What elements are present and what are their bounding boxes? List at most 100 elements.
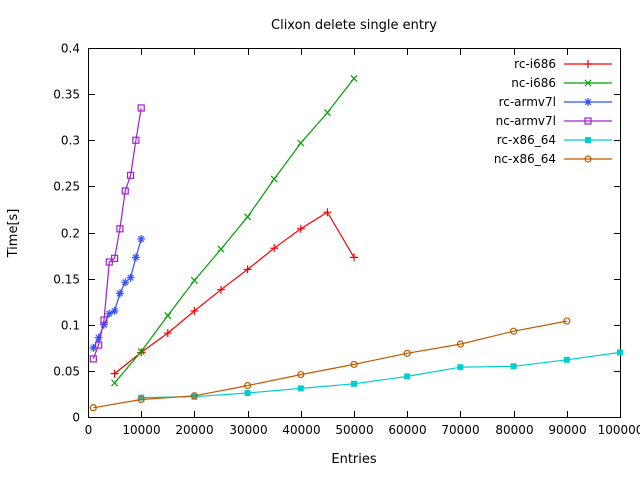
series-marker-nc-i686 — [190, 276, 198, 285]
series-marker-rc-armv7l — [131, 253, 140, 262]
series-marker-rc-armv7l — [121, 278, 130, 287]
legend-label-rc-x86_64: rc-x86_64 — [497, 133, 556, 147]
series-marker-rc-x86_64 — [617, 349, 623, 356]
y-tick-label: 0.15 — [53, 273, 80, 287]
y-tick-label: 0.2 — [61, 227, 80, 241]
series-marker-nc-i686 — [323, 109, 331, 117]
series-marker-nc-x86_64 — [89, 404, 97, 412]
series-marker-rc-armv7l — [126, 273, 135, 282]
legend-marker-rc-i686 — [584, 60, 592, 68]
x-tick-label: 30000 — [229, 423, 267, 437]
plot-layer: 0 10000 20000 30000 40000 50000 60000 70000 8000… — [53, 42, 640, 438]
series-marker-nc-x86_64 — [244, 382, 252, 390]
x-tick-label: 60000 — [388, 423, 426, 437]
series-marker-rc-x86_64 — [351, 380, 357, 387]
series-marker-rc-i686 — [296, 224, 305, 233]
series-marker-rc-i686 — [243, 265, 252, 274]
series-marker-rc-armv7l — [105, 309, 114, 318]
legend-marker-nc-x86_64 — [584, 155, 592, 163]
series-marker-nc-x86_64 — [403, 349, 411, 357]
legend-label-rc-i686: rc-i686 — [514, 57, 556, 71]
series-marker-nc-x86_64 — [563, 317, 571, 325]
series-marker-nc-armv7l — [116, 225, 124, 233]
series-line-nc-armv7l — [92, 107, 142, 360]
x-tick-label: 20000 — [175, 423, 213, 437]
series-marker-nc-i686 — [111, 379, 119, 387]
series-marker-rc-x86_64 — [244, 390, 251, 397]
series-marker-nc-armv7l — [105, 258, 113, 266]
series-marker-nc-armv7l — [95, 341, 103, 349]
series-marker-rc-i686 — [110, 369, 119, 378]
legend-marker-rc-armv7l — [584, 98, 592, 106]
x-tick-label: 50000 — [335, 423, 373, 437]
series-marker-nc-armv7l — [110, 254, 119, 262]
series-marker-rc-armv7l — [110, 306, 119, 315]
x-tick-label: 100000 — [598, 423, 640, 437]
legend-label-nc-armv7l: nc-armv7l — [496, 114, 556, 128]
series-marker-nc-armv7l — [132, 136, 140, 144]
series-marker-rc-armv7l — [89, 343, 98, 352]
series-marker-nc-x86_64 — [509, 327, 518, 335]
series-marker-nc-i686 — [164, 311, 172, 320]
series-marker-rc-x86_64 — [563, 356, 570, 363]
x-tick-label: 10000 — [122, 423, 160, 437]
y-tick-label: 0.05 — [53, 365, 80, 379]
legend-marker-nc-armv7l — [584, 117, 592, 125]
series-line-nc-x86_64 — [93, 320, 567, 409]
legend-label-nc-i686: nc-i686 — [511, 76, 556, 90]
x-axis-label: Entries — [331, 452, 377, 467]
x-tick-label: 80000 — [495, 423, 533, 437]
series-marker-rc-armv7l — [99, 320, 108, 329]
series-marker-rc-i686 — [350, 253, 358, 262]
series-marker-rc-x86_64 — [191, 393, 198, 400]
y-tick-label: 0.3 — [61, 134, 80, 148]
legend-label-nc-x86_64: nc-x86_64 — [494, 152, 556, 166]
y-tick-label: 0.1 — [61, 319, 80, 333]
series-marker-nc-armv7l — [121, 187, 129, 195]
series-line-rc-i686 — [114, 211, 355, 375]
series-marker-nc-i686 — [217, 245, 225, 253]
plot-border — [88, 48, 621, 418]
x-tick-label: 0 — [85, 423, 93, 437]
y-tick-label: 0 — [72, 411, 80, 425]
series-marker-nc-armv7l — [100, 316, 108, 324]
series-marker-nc-x86_64 — [350, 360, 358, 369]
series-marker-nc-x86_64 — [190, 392, 198, 400]
x-tick-label: 70000 — [441, 423, 479, 437]
legend-marker-rc-x86_64 — [585, 137, 591, 143]
chart-title: Clixon delete single entry — [271, 18, 437, 33]
series-marker-nc-armv7l — [89, 355, 97, 363]
series-marker-nc-armv7l — [126, 171, 135, 179]
y-tick-label: 0.35 — [53, 88, 80, 102]
x-tick-label: 40000 — [282, 423, 320, 437]
series-marker-rc-i686 — [323, 208, 332, 217]
series-line-nc-i686 — [114, 78, 355, 384]
series-marker-nc-i686 — [244, 213, 252, 221]
series-marker-nc-i686 — [350, 74, 358, 82]
series-marker-rc-x86_64 — [510, 363, 517, 370]
series-marker-nc-x86_64 — [297, 370, 305, 379]
legend-label-rc-armv7l: rc-armv7l — [499, 95, 556, 109]
series-marker-rc-i686 — [163, 329, 172, 338]
y-tick-label: 0.25 — [53, 180, 80, 194]
series-marker-nc-armv7l — [137, 104, 145, 112]
series-marker-rc-x86_64 — [457, 364, 464, 371]
series-marker-rc-x86_64 — [138, 394, 145, 401]
series-marker-rc-i686 — [270, 244, 279, 253]
x-tick-label: 90000 — [548, 423, 586, 437]
series-marker-rc-armv7l — [94, 333, 103, 342]
series-marker-rc-i686 — [190, 306, 199, 315]
y-axis-label: Time[s] — [6, 209, 21, 259]
series-marker-rc-armv7l — [137, 234, 146, 243]
series-marker-rc-x86_64 — [297, 385, 304, 392]
series-marker-rc-x86_64 — [404, 373, 411, 380]
series-marker-rc-armv7l — [115, 289, 124, 298]
series-marker-nc-x86_64 — [456, 340, 464, 348]
series-marker-nc-i686 — [297, 139, 305, 147]
legend-marker-nc-i686 — [584, 79, 592, 87]
series-marker-nc-x86_64 — [137, 395, 145, 404]
series-marker-rc-i686 — [217, 285, 225, 294]
series-line-rc-x86_64 — [141, 351, 621, 399]
series-marker-nc-i686 — [137, 347, 145, 356]
